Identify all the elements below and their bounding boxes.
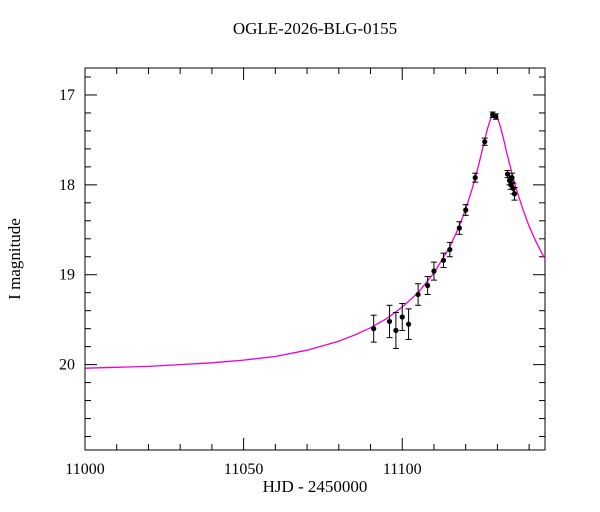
data-point <box>482 139 488 145</box>
data-point <box>405 321 412 327</box>
data-point <box>493 113 499 120</box>
plot-frame <box>84 67 546 451</box>
y-tick-label: 19 <box>59 267 75 284</box>
data-point <box>425 282 431 289</box>
x-tick-label: 11050 <box>224 461 263 478</box>
data-points-group <box>370 111 518 349</box>
y-axis-label: I magnitude <box>5 218 24 300</box>
x-tick-label: 11000 <box>65 461 104 478</box>
y-tick-label: 18 <box>59 177 75 194</box>
data-point <box>440 257 447 263</box>
data-point <box>509 175 515 181</box>
data-point <box>386 318 393 325</box>
model-curve <box>84 113 546 369</box>
data-point <box>447 246 453 253</box>
data-point <box>399 314 405 320</box>
data-point <box>393 327 399 334</box>
data-point <box>510 185 516 192</box>
chart-title: OGLE-2026-BLG-0155 <box>233 19 397 38</box>
data-point <box>415 291 421 298</box>
data-point <box>456 225 462 231</box>
model-curve-group <box>84 113 546 369</box>
data-point <box>371 326 377 332</box>
data-point <box>431 268 437 274</box>
y-tick-label: 17 <box>59 87 75 104</box>
plot-frame-group: 11000 11050 11100 17 18 19 20 <box>59 67 546 478</box>
data-point <box>463 207 469 213</box>
y-tick-label: 20 <box>59 357 75 374</box>
data-point <box>511 191 518 197</box>
x-tick-label: 11100 <box>383 461 422 478</box>
data-point <box>472 175 478 181</box>
x-axis-label: HJD - 2450000 <box>263 477 368 496</box>
